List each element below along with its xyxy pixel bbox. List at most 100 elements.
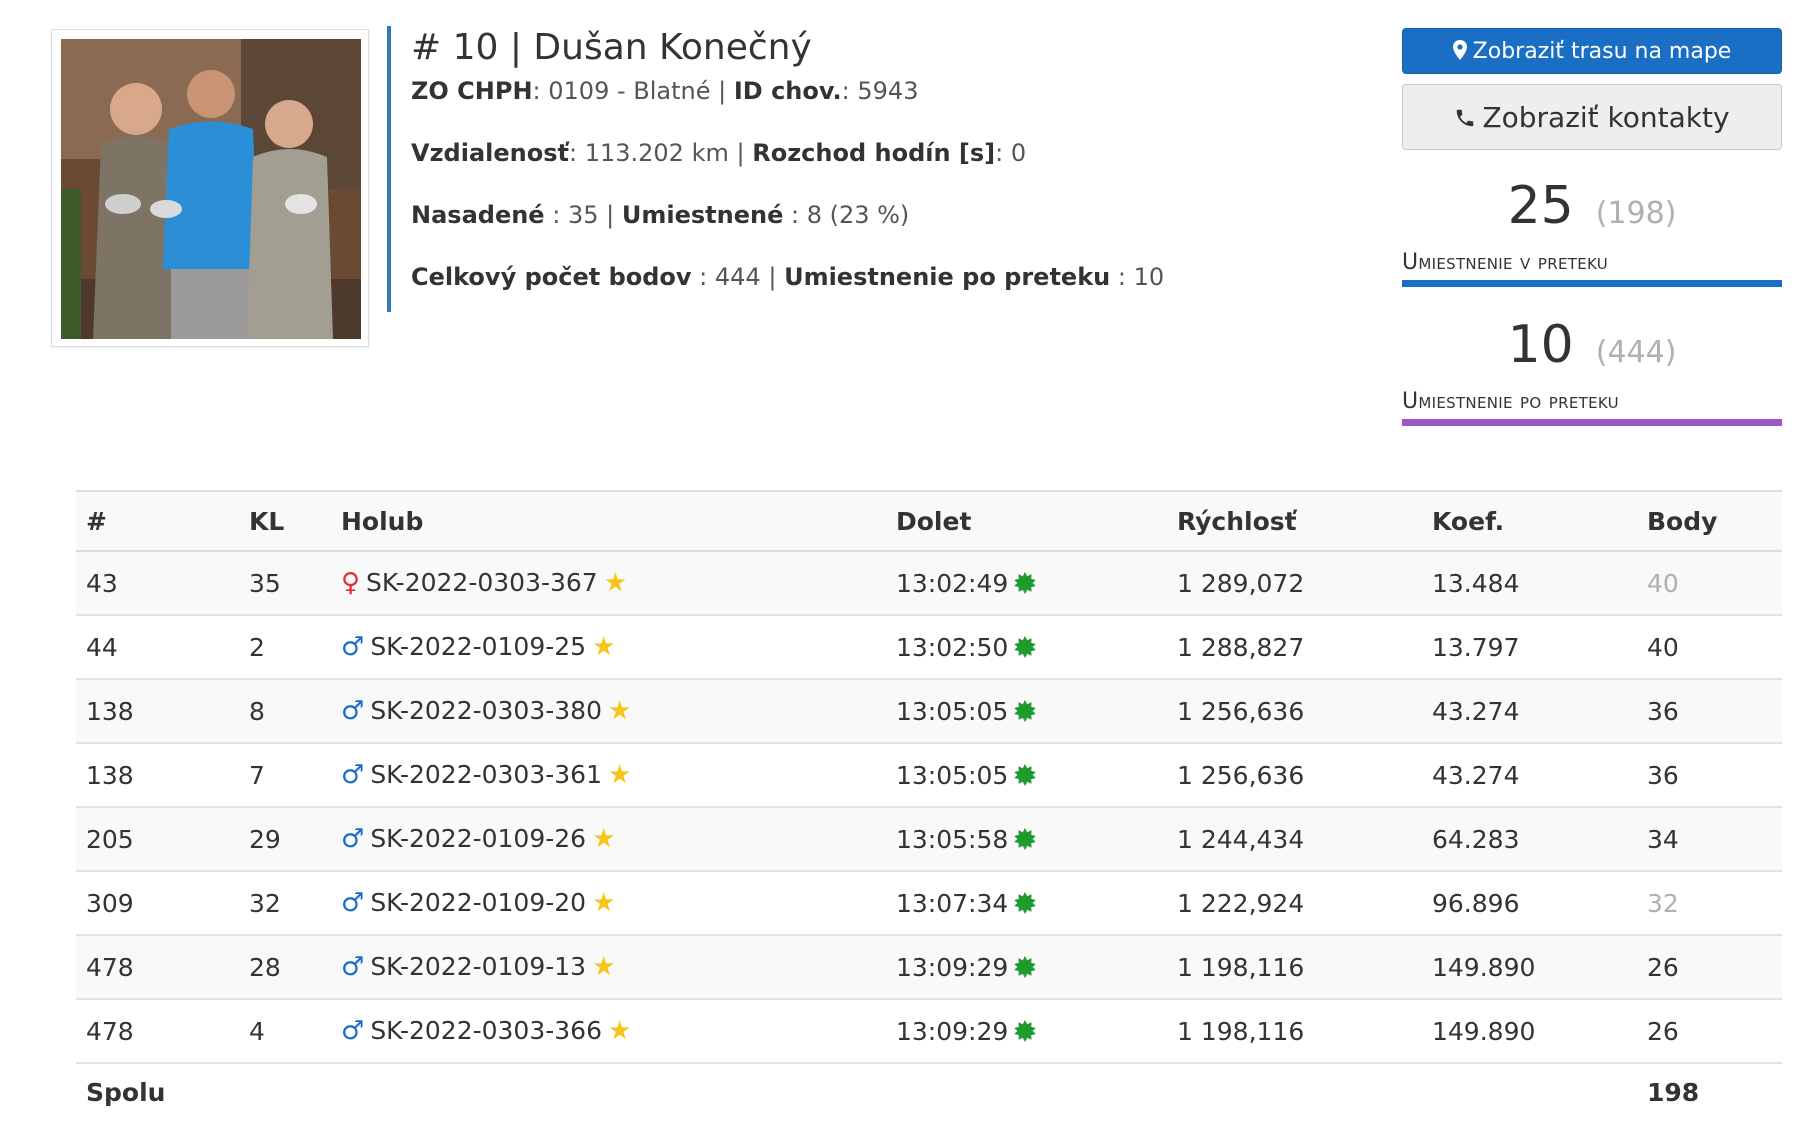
row-arrival: 13:02:50: [886, 615, 1167, 680]
row-rank: 138: [76, 679, 239, 744]
points-label: Celkový počet bodov: [411, 263, 692, 291]
star-icon: ★: [592, 952, 616, 982]
arrival-time: 13:02:49: [896, 568, 1009, 598]
club-line: ZO CHPH: 0109 - Blatné | ID chov.: 5943: [411, 76, 1287, 106]
green-dot-icon: [1014, 571, 1037, 594]
race-rank-value: 25: [1507, 176, 1574, 236]
distance-label: Vzdialenosť: [411, 139, 569, 167]
table-row: 478 28 ♂ SK-2022-0109-13 ★ 13:09:29 1 198,116 1…: [76, 935, 1782, 1000]
table-row: 138 8 ♂ SK-2022-0303-380 ★ 13:05:05 1 256,636 4…: [76, 679, 1782, 744]
row-speed: 1 198,116: [1167, 999, 1422, 1064]
row-pigeon[interactable]: ♂ SK-2022-0109-25 ★: [331, 615, 886, 680]
footer-empty: [239, 1063, 331, 1120]
separator: |: [606, 201, 615, 229]
pigeon-ring[interactable]: SK-2022-0303-361: [370, 760, 602, 789]
basketed-line: Nasadené : 35 | Umiestnené : 8 (23 %): [411, 200, 1287, 230]
row-speed: 1 198,116: [1167, 935, 1422, 1000]
row-arrival: 13:05:05: [886, 679, 1167, 744]
row-pigeon[interactable]: ♂ SK-2022-0303-366 ★: [331, 999, 886, 1064]
row-points: 40: [1637, 551, 1782, 616]
pigeon-ring[interactable]: SK-2022-0303-366: [370, 1016, 602, 1045]
star-icon: ★: [592, 824, 616, 854]
col-pigeon[interactable]: Holub: [331, 490, 886, 552]
row-coef: 43.274: [1422, 679, 1637, 744]
male-icon: ♂: [341, 1016, 365, 1046]
right-panel: Zobraziť trasu na mape Zobraziť kontakty…: [1402, 28, 1782, 426]
row-arrival: 13:07:34: [886, 871, 1167, 936]
row-points: 26: [1637, 935, 1782, 1000]
zo-value: : 0109 - Blatné: [532, 77, 711, 105]
separator: |: [768, 263, 777, 291]
col-kl[interactable]: KL: [239, 490, 331, 552]
col-rank[interactable]: #: [76, 490, 239, 552]
table-header-row: # KL Holub Dolet Rýchlosť Koef. Body: [76, 490, 1782, 552]
green-dot-icon: [1014, 699, 1037, 722]
male-icon: ♂: [341, 632, 365, 662]
row-arrival: 13:05:58: [886, 807, 1167, 872]
row-rank: 43: [76, 551, 239, 616]
row-pigeon[interactable]: ♂ SK-2022-0109-13 ★: [331, 935, 886, 1000]
points-value: : 444: [691, 263, 761, 291]
row-kl: 32: [239, 871, 331, 936]
row-coef: 64.283: [1422, 807, 1637, 872]
row-kl: 28: [239, 935, 331, 1000]
row-rank: 138: [76, 743, 239, 808]
row-pigeon[interactable]: ♀ SK-2022-0303-367 ★: [331, 551, 886, 616]
row-pigeon[interactable]: ♂ SK-2022-0109-20 ★: [331, 871, 886, 936]
pigeon-ring[interactable]: SK-2022-0109-26: [370, 824, 587, 853]
row-coef: 149.890: [1422, 935, 1637, 1000]
row-speed: 1 222,924: [1167, 871, 1422, 936]
table-row: 138 7 ♂ SK-2022-0303-361 ★ 13:05:05 1 256,636 4…: [76, 743, 1782, 808]
rank-after-value: : 10: [1110, 263, 1165, 291]
star-icon: ★: [607, 1016, 632, 1046]
umiestnene-value: : 8 (23 %): [783, 201, 910, 229]
col-coef[interactable]: Koef.: [1422, 490, 1637, 552]
col-points[interactable]: Body: [1637, 490, 1782, 552]
row-points: 26: [1637, 999, 1782, 1064]
table-row: 205 29 ♂ SK-2022-0109-26 ★ 13:05:58 1 244,434 6…: [76, 807, 1782, 872]
id-label: ID chov.: [733, 77, 842, 105]
row-coef: 96.896: [1422, 871, 1637, 936]
overall-rank-stat: 10 (444) Umiestnenie po preteku: [1402, 305, 1782, 426]
row-coef: 13.484: [1422, 551, 1637, 616]
show-route-button[interactable]: Zobraziť trasu na mape: [1402, 28, 1782, 74]
pigeon-ring[interactable]: SK-2022-0109-13: [370, 952, 587, 981]
separator: |: [736, 139, 745, 167]
points-line: Celkový počet bodov : 444 | Umiestnenie …: [411, 262, 1287, 292]
row-speed: 1 288,827: [1167, 615, 1422, 680]
green-dot-icon: [1014, 891, 1037, 914]
row-pigeon[interactable]: ♂ SK-2022-0303-361 ★: [331, 743, 886, 808]
row-pigeon[interactable]: ♂ SK-2022-0303-380 ★: [331, 679, 886, 744]
show-contacts-label: Zobraziť kontakty: [1482, 101, 1730, 134]
row-points: 32: [1637, 871, 1782, 936]
green-dot-icon: [1014, 827, 1037, 850]
male-icon: ♂: [341, 824, 365, 854]
green-dot-icon: [1014, 635, 1037, 658]
overall-rank-bar: [1402, 419, 1782, 426]
show-contacts-button[interactable]: Zobraziť kontakty: [1402, 84, 1782, 150]
pigeon-ring[interactable]: SK-2022-0303-380: [370, 696, 602, 725]
row-coef: 13.797: [1422, 615, 1637, 680]
race-rank-label: Umiestnenie v preteku: [1402, 250, 1608, 275]
pigeon-ring[interactable]: SK-2022-0109-20: [370, 888, 587, 917]
arrival-time: 13:09:29: [896, 1016, 1009, 1046]
pigeon-ring[interactable]: SK-2022-0303-367: [366, 568, 598, 597]
col-arrival[interactable]: Dolet: [886, 490, 1167, 552]
col-speed[interactable]: Rýchlosť: [1167, 490, 1422, 552]
clock-label: Rozchod hodín [s]: [752, 139, 996, 167]
row-pigeon[interactable]: ♂ SK-2022-0109-26 ★: [331, 807, 886, 872]
star-icon: ★: [603, 568, 628, 598]
breeder-info: # 10 | Dušan Konečný ZO CHPH: 0109 - Bla…: [387, 26, 1287, 312]
arrival-time: 13:09:29: [896, 952, 1009, 982]
row-arrival: 13:09:29: [886, 999, 1167, 1064]
row-speed: 1 244,434: [1167, 807, 1422, 872]
row-kl: 29: [239, 807, 331, 872]
race-rank-bar: [1402, 280, 1782, 287]
table-row: 44 2 ♂ SK-2022-0109-25 ★ 13:02:50 1 288,827 13.…: [76, 615, 1782, 680]
row-coef: 43.274: [1422, 743, 1637, 808]
arrival-time: 13:05:58: [896, 824, 1009, 854]
race-rank-sub: (198): [1595, 196, 1677, 231]
table-row: 309 32 ♂ SK-2022-0109-20 ★ 13:07:34 1 222,924 9…: [76, 871, 1782, 936]
pigeon-ring[interactable]: SK-2022-0109-25: [370, 632, 587, 661]
separator: |: [718, 77, 727, 105]
